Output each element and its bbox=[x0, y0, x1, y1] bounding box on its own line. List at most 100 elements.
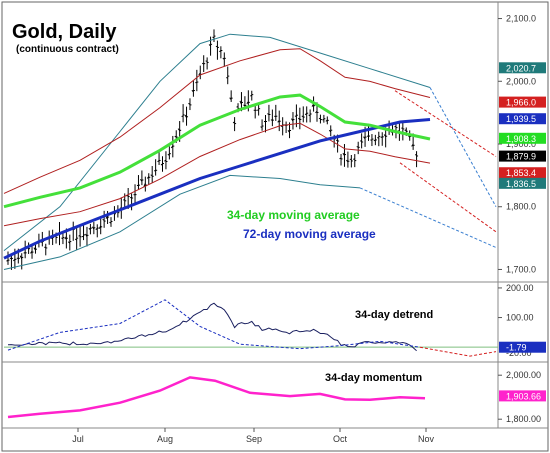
outer-band-lower bbox=[3, 174, 361, 270]
detrend-label: 34-day detrend bbox=[355, 309, 433, 321]
price-bar-open bbox=[184, 114, 187, 118]
price-bar-open bbox=[143, 183, 146, 188]
price-bar-open bbox=[160, 163, 163, 166]
price-bar-open bbox=[267, 113, 270, 116]
price-bar-open bbox=[174, 135, 177, 138]
price-bar-open bbox=[157, 160, 160, 163]
price-bar-open bbox=[353, 158, 355, 160]
price-bar-open bbox=[404, 129, 407, 132]
detrend-line bbox=[7, 302, 417, 352]
y-tick-label: 200.00 bbox=[506, 283, 534, 293]
inner-band-lower bbox=[3, 122, 431, 227]
detrend-tag-bg bbox=[499, 341, 546, 353]
price-bar-open bbox=[88, 227, 91, 231]
price-bar-open bbox=[170, 145, 174, 149]
price-bar-open bbox=[346, 159, 349, 163]
price-bar-open bbox=[311, 103, 315, 107]
price-bar-open bbox=[98, 225, 102, 229]
price-bar-open bbox=[277, 120, 280, 123]
price-bar-open bbox=[301, 115, 304, 118]
chart-subtitle: (continuous contract) bbox=[16, 44, 119, 55]
detrend-projection bbox=[419, 346, 497, 357]
price-bar-open bbox=[13, 259, 16, 262]
price-bar-open bbox=[215, 45, 218, 48]
price-bar-open bbox=[150, 174, 153, 177]
price-bar-open bbox=[394, 125, 397, 128]
price-tag: 1,939.5 bbox=[506, 114, 536, 124]
price-bar-open bbox=[411, 143, 414, 147]
price-bar-open bbox=[232, 121, 235, 124]
price-bar-open bbox=[91, 226, 95, 230]
price-bar-open bbox=[287, 130, 290, 133]
price-bar-open bbox=[339, 157, 342, 160]
price-tag: 2,020.7 bbox=[506, 63, 536, 73]
ma34-annotation: 34-day moving average bbox=[227, 208, 360, 222]
price-bar-open bbox=[205, 60, 208, 62]
inner-band-upper bbox=[3, 48, 431, 194]
detrend-smooth-line bbox=[7, 299, 421, 351]
inner-band-projection bbox=[399, 162, 497, 233]
price-bar-open bbox=[67, 241, 71, 244]
price-bar-open bbox=[308, 114, 311, 117]
y-tick-label: 1,900.0 bbox=[506, 139, 536, 149]
price-bar-open bbox=[243, 104, 246, 107]
price-bar-open bbox=[212, 36, 215, 39]
y-tick-label: 1,700.0 bbox=[506, 264, 536, 274]
y-tick-label: 2,100.0 bbox=[506, 14, 536, 24]
price-tag: 1,853.4 bbox=[506, 168, 536, 178]
price-bar-open bbox=[177, 128, 181, 132]
price-bar-open bbox=[30, 250, 33, 254]
price-bar-open bbox=[102, 219, 105, 221]
price-bar-open bbox=[191, 89, 194, 93]
price-bar-open bbox=[95, 228, 98, 231]
detrend-tag: -1.79 bbox=[506, 343, 527, 353]
price-bar-open bbox=[33, 247, 36, 251]
price-bar-open bbox=[78, 234, 81, 237]
price-bar-open bbox=[198, 72, 201, 76]
price-bar-open bbox=[325, 119, 328, 122]
price-bar-open bbox=[188, 102, 191, 105]
price-bar-open bbox=[291, 118, 294, 122]
outer-band-projection bbox=[359, 187, 497, 248]
price-bar-open bbox=[250, 94, 252, 97]
x-tick-label: Nov bbox=[418, 434, 435, 444]
price-bar-open bbox=[380, 136, 383, 138]
price-bar-open bbox=[297, 117, 301, 121]
price-bar-open bbox=[356, 146, 359, 148]
ma72-annotation: 72-day moving average bbox=[243, 227, 376, 241]
x-tick-label: Aug bbox=[157, 434, 173, 444]
price-tag-bg bbox=[499, 62, 546, 74]
price-bar-open bbox=[328, 129, 332, 133]
price-bar-open bbox=[126, 194, 129, 197]
price-bar-open bbox=[85, 233, 88, 237]
price-tag: 1,966.0 bbox=[506, 98, 536, 108]
price-bar-open bbox=[74, 238, 77, 241]
y-tick-label: 2,000.0 bbox=[506, 76, 536, 86]
price-tag-bg bbox=[499, 167, 546, 179]
y-tick-label: 2,000.00 bbox=[506, 370, 541, 380]
outer-band-projection bbox=[429, 87, 497, 207]
price-bar-open bbox=[164, 159, 167, 162]
y-tick-label: 1,800.0 bbox=[506, 202, 536, 212]
outer-band-upper bbox=[3, 33, 431, 251]
price-bar-open bbox=[208, 44, 211, 47]
price-bar-open bbox=[167, 153, 170, 156]
price-bar-open bbox=[315, 110, 318, 114]
price-bar-open bbox=[61, 237, 64, 240]
price-tag: 1,908.3 bbox=[506, 134, 536, 144]
y-tick-label: -20.00 bbox=[506, 348, 532, 358]
price-tag-bg bbox=[499, 96, 546, 108]
price-bar-open bbox=[9, 257, 12, 260]
price-tag-bg bbox=[499, 113, 546, 125]
price-bar-open bbox=[219, 50, 222, 53]
price-tag: 1,836.5 bbox=[506, 179, 536, 189]
x-tick-label: Jul bbox=[72, 434, 84, 444]
momentum-tag: 1,903.66 bbox=[506, 391, 541, 401]
price-tag-bg bbox=[499, 150, 546, 162]
price-tag-bg bbox=[499, 177, 546, 189]
ma34-line bbox=[3, 93, 431, 209]
inner-band-projection bbox=[394, 90, 497, 157]
price-bar-open bbox=[383, 134, 387, 137]
